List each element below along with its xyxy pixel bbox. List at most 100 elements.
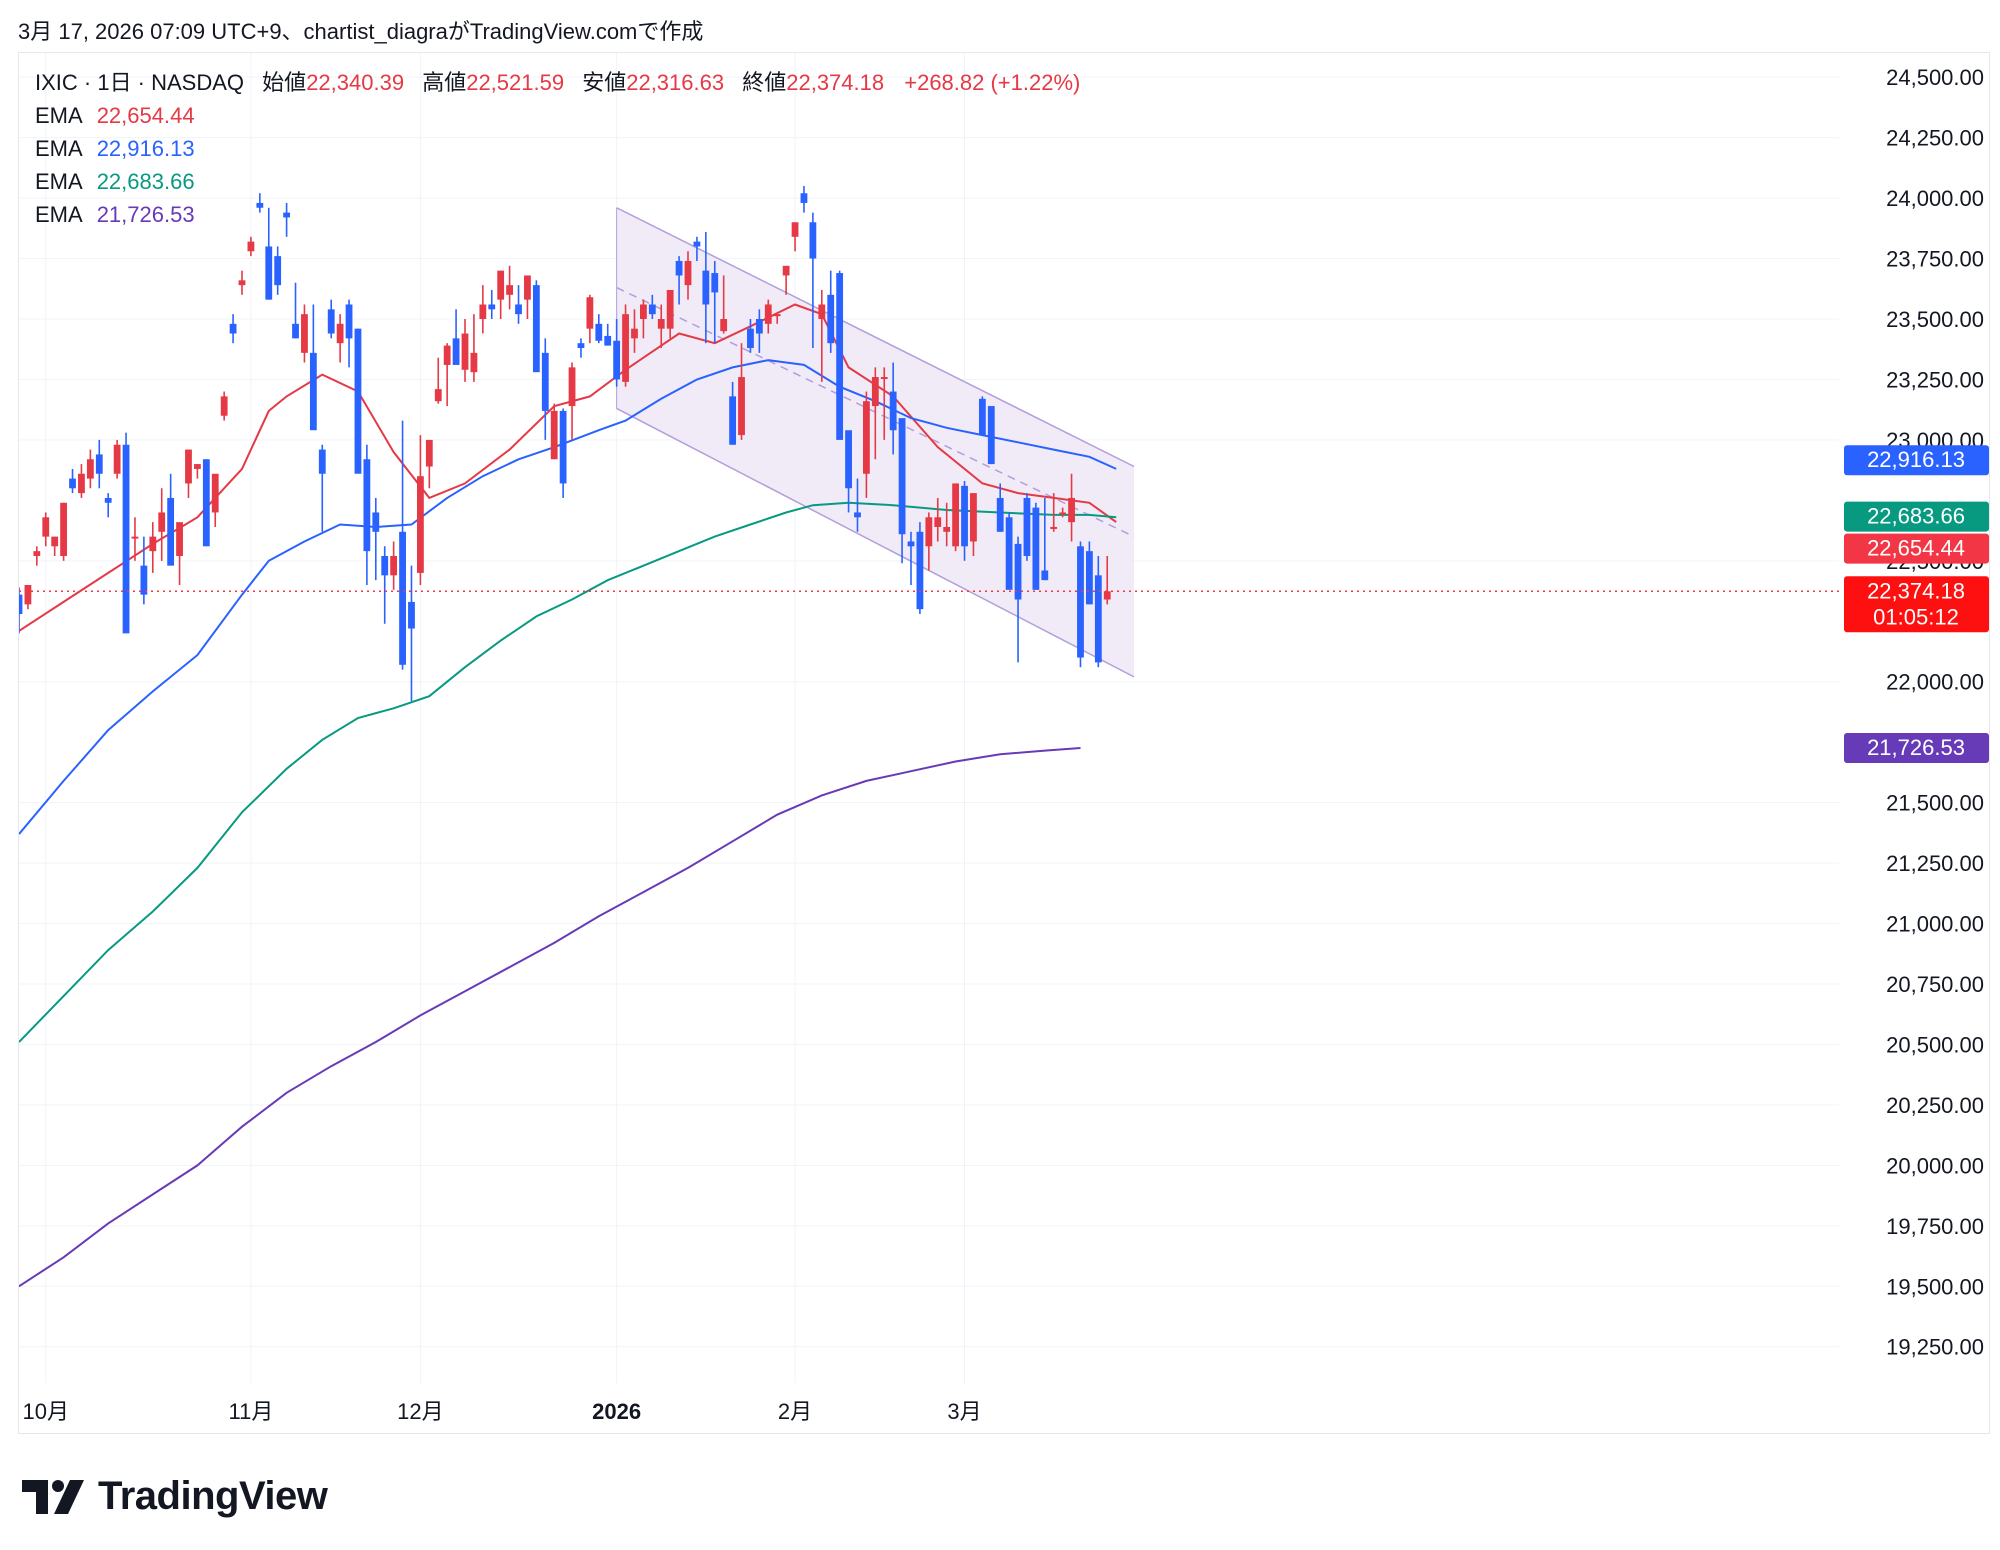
candle[interactable]: [640, 304, 647, 319]
candle[interactable]: [327, 309, 335, 334]
price-label-box[interactable]: [1844, 501, 1989, 532]
candle[interactable]: [301, 314, 308, 353]
candle[interactable]: [318, 449, 326, 474]
candle[interactable]: [738, 377, 745, 436]
candle[interactable]: [461, 333, 469, 370]
candle[interactable]: [987, 406, 995, 465]
candle[interactable]: [809, 222, 817, 259]
candle[interactable]: [122, 444, 130, 634]
candle[interactable]: [675, 260, 683, 276]
candle[interactable]: [19, 594, 23, 615]
candle[interactable]: [729, 396, 736, 445]
candle[interactable]: [51, 536, 59, 547]
candle[interactable]: [773, 314, 781, 317]
candle[interactable]: [515, 304, 522, 315]
candle[interactable]: [131, 536, 139, 539]
candle[interactable]: [854, 512, 861, 518]
candle[interactable]: [425, 439, 433, 467]
candle[interactable]: [943, 526, 951, 532]
candle[interactable]: [702, 270, 710, 305]
candle[interactable]: [863, 401, 870, 474]
candle[interactable]: [1068, 497, 1075, 523]
candle[interactable]: [934, 517, 942, 527]
candle[interactable]: [390, 555, 398, 576]
candle[interactable]: [33, 551, 41, 556]
candle[interactable]: [265, 246, 273, 300]
candle[interactable]: [622, 314, 629, 382]
candle[interactable]: [782, 265, 790, 276]
candle[interactable]: [524, 275, 531, 300]
candle[interactable]: [408, 601, 415, 629]
candle[interactable]: [292, 323, 299, 339]
ema-row-1[interactable]: EMA 22,654.44: [35, 99, 1080, 132]
candle[interactable]: [818, 304, 826, 319]
price-label-box[interactable]: [1844, 533, 1989, 564]
candle[interactable]: [497, 270, 505, 300]
candle[interactable]: [845, 430, 852, 489]
candle[interactable]: [996, 497, 1004, 532]
candle[interactable]: [104, 497, 112, 503]
candle[interactable]: [925, 517, 933, 547]
channel-lower-line[interactable]: [616, 407, 1135, 678]
candle[interactable]: [559, 410, 567, 484]
ema-long-line[interactable]: [19, 501, 1117, 1043]
candle[interactable]: [1041, 570, 1049, 581]
candle[interactable]: [916, 531, 924, 610]
candle[interactable]: [176, 522, 183, 556]
candle[interactable]: [978, 398, 986, 436]
ema-200-line[interactable]: [19, 747, 1081, 1288]
candle[interactable]: [86, 459, 94, 479]
candle[interactable]: [1023, 497, 1031, 556]
candle[interactable]: [488, 304, 496, 310]
candle[interactable]: [791, 222, 799, 237]
candle[interactable]: [1103, 591, 1111, 600]
candle[interactable]: [836, 273, 844, 440]
candle[interactable]: [970, 493, 977, 542]
ema-mid-line[interactable]: [19, 359, 1117, 835]
price-label-box[interactable]: [1844, 445, 1989, 476]
ema-short-line[interactable]: [19, 303, 1117, 632]
candle[interactable]: [550, 410, 558, 460]
candle[interactable]: [149, 536, 157, 552]
candle[interactable]: [711, 273, 719, 293]
price-label-box[interactable]: [1844, 576, 1989, 633]
candle[interactable]: [167, 497, 175, 566]
candle[interactable]: [470, 352, 478, 373]
candle[interactable]: [113, 444, 121, 474]
candle[interactable]: [755, 319, 763, 334]
ema-row-4[interactable]: EMA 21,726.53: [35, 198, 1080, 231]
candle[interactable]: [95, 454, 103, 474]
candle[interactable]: [595, 323, 603, 341]
candle[interactable]: [720, 319, 728, 332]
candle[interactable]: [1094, 575, 1102, 663]
candle[interactable]: [747, 328, 754, 349]
candle[interactable]: [479, 304, 487, 319]
candle[interactable]: [69, 478, 76, 489]
candle[interactable]: [880, 377, 888, 380]
candle[interactable]: [506, 285, 513, 295]
candle[interactable]: [274, 256, 282, 286]
candle[interactable]: [1014, 543, 1022, 600]
candle[interactable]: [42, 517, 50, 537]
candle[interactable]: [443, 345, 451, 365]
candle[interactable]: [247, 241, 255, 252]
candle[interactable]: [60, 502, 67, 556]
candle[interactable]: [666, 289, 674, 329]
candle[interactable]: [827, 294, 835, 344]
candle[interactable]: [952, 483, 959, 547]
candle[interactable]: [1050, 526, 1058, 529]
candle[interactable]: [24, 585, 32, 605]
candle[interactable]: [907, 541, 915, 547]
candle[interactable]: [345, 304, 353, 339]
symbol-label[interactable]: IXIC · 1日 · NASDAQ: [35, 70, 245, 95]
candle[interactable]: [363, 459, 371, 552]
candle[interactable]: [613, 340, 621, 380]
ema-row-2[interactable]: EMA 22,916.13: [35, 132, 1080, 165]
candle[interactable]: [648, 304, 656, 315]
candle[interactable]: [657, 319, 665, 329]
candle[interactable]: [309, 352, 317, 431]
ema-row-3[interactable]: EMA 22,683.66: [35, 165, 1080, 198]
candle[interactable]: [381, 555, 389, 576]
candle[interactable]: [577, 343, 585, 349]
candle[interactable]: [604, 335, 612, 346]
